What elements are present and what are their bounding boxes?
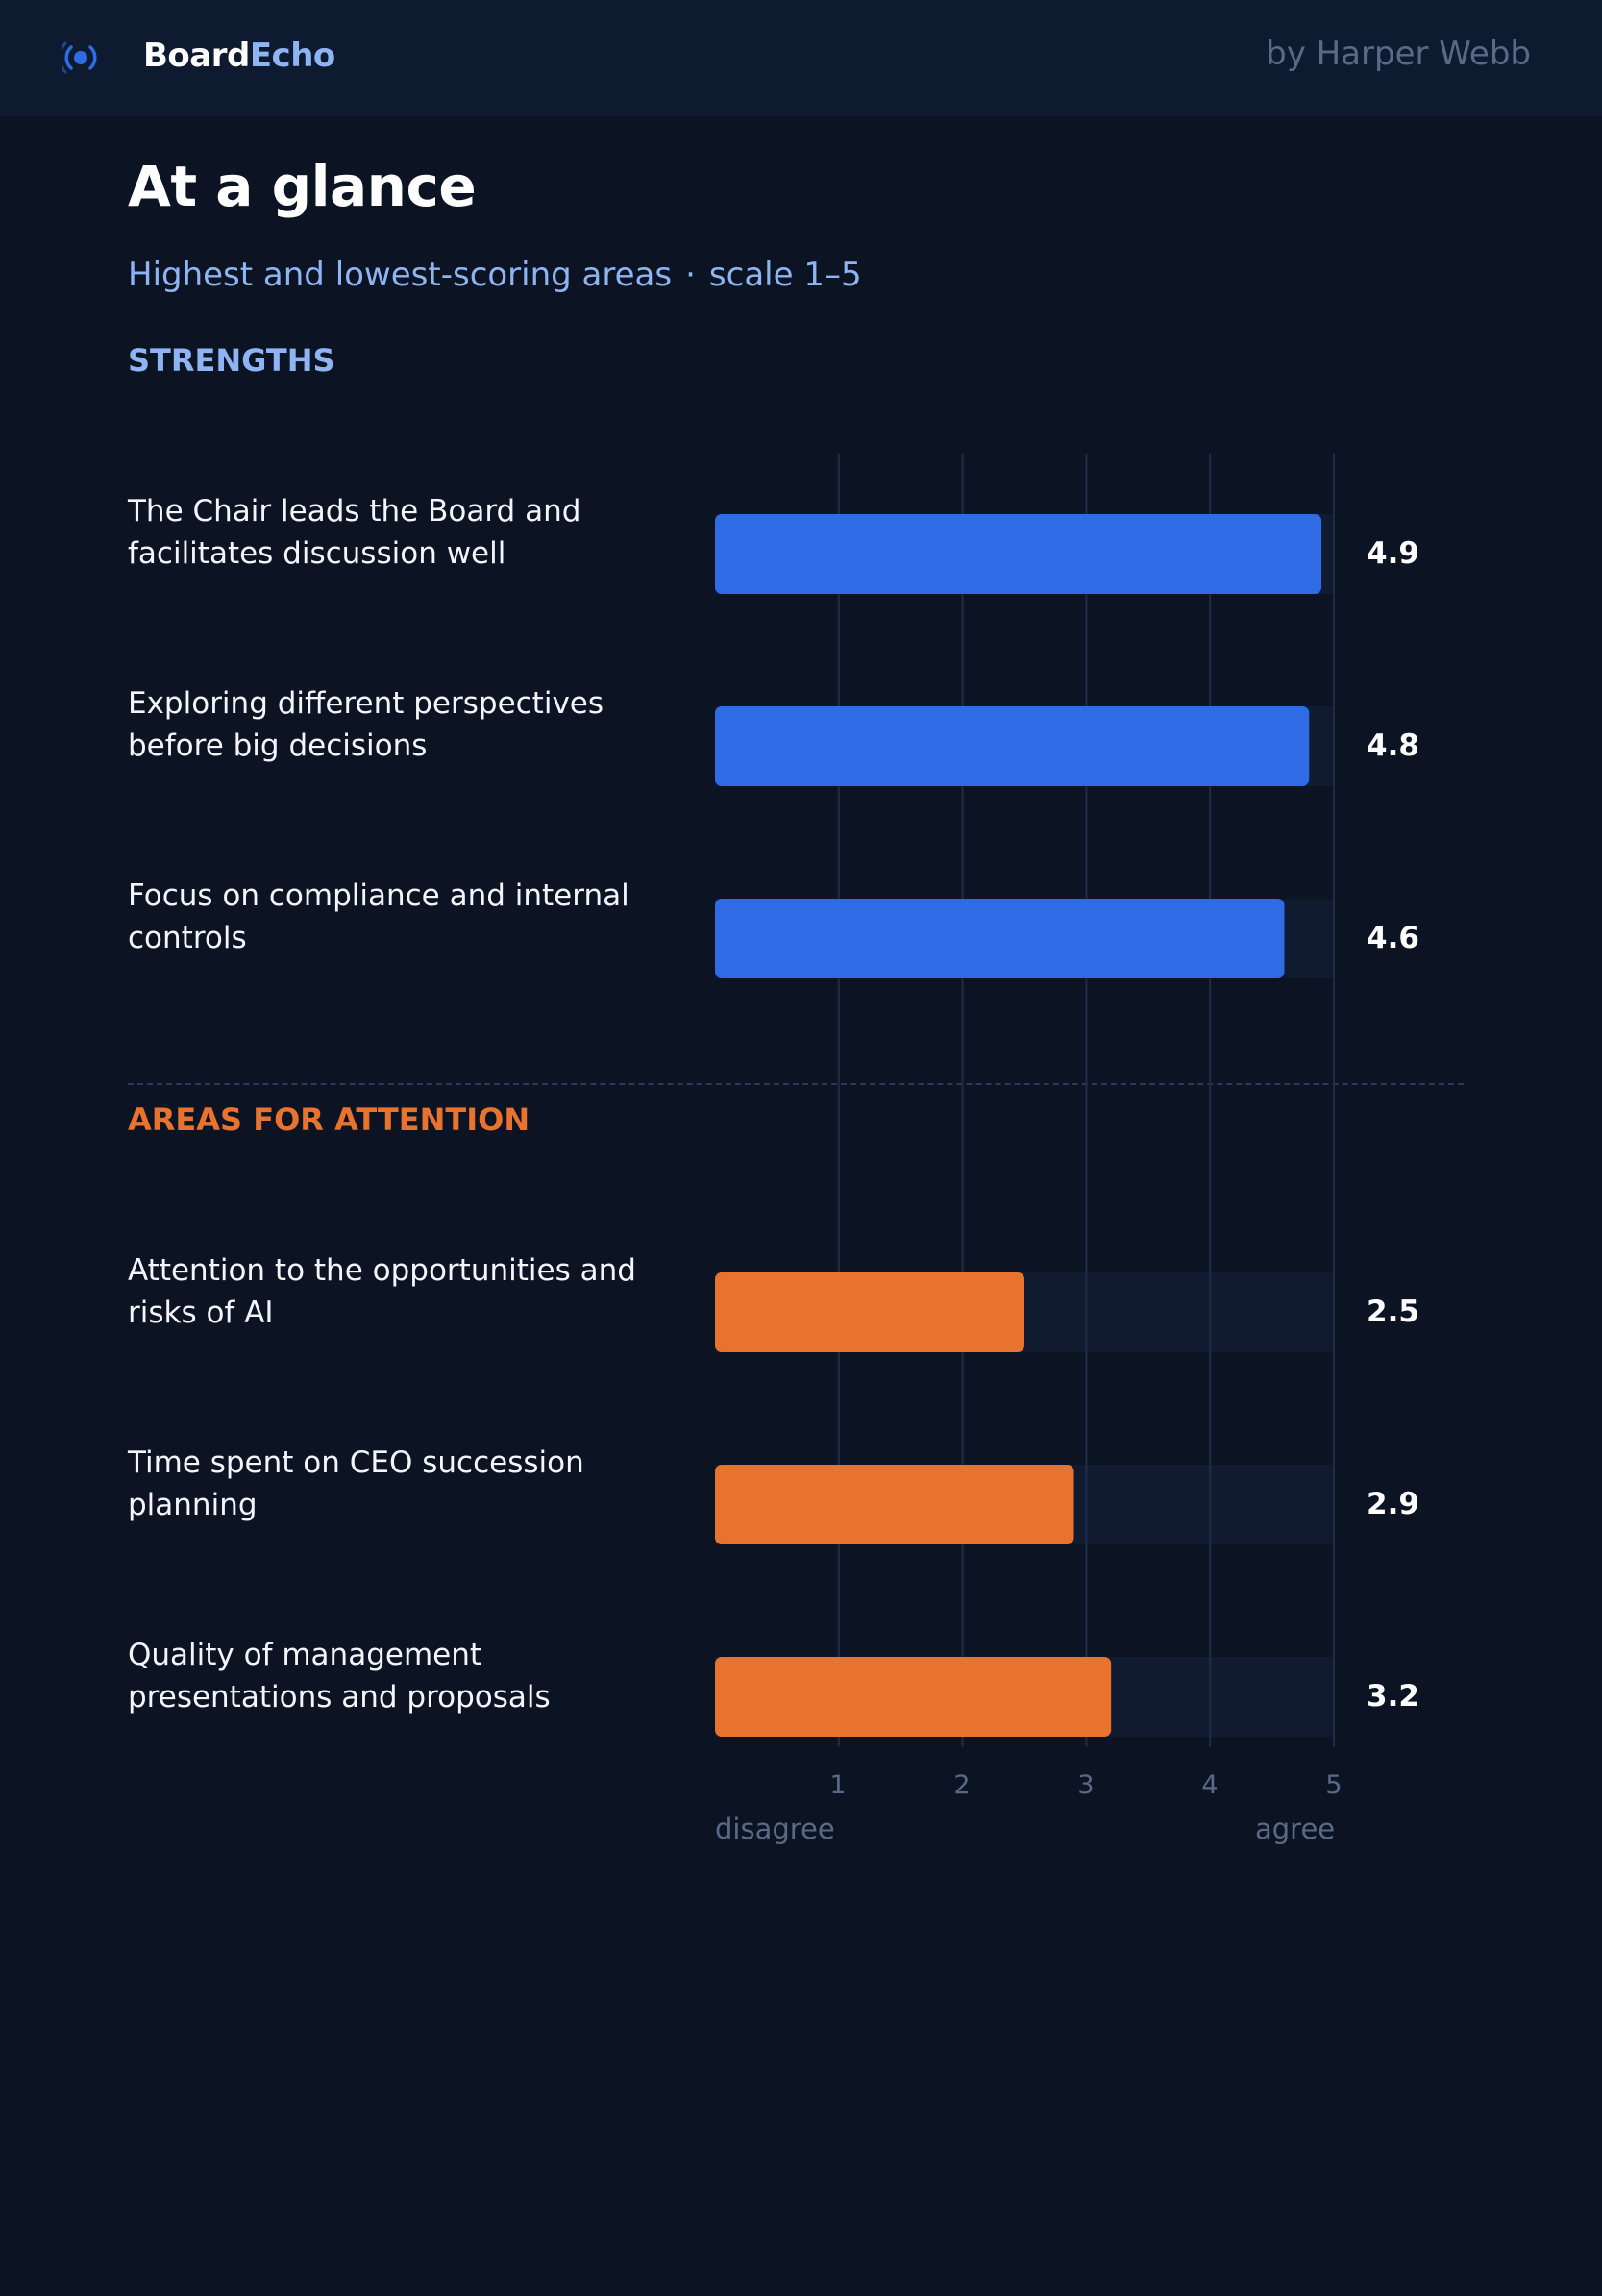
data-label: 2.9 <box>1367 1487 1419 1521</box>
section-divider <box>128 1083 1464 1085</box>
x-tick-label: 5 <box>1325 1770 1343 1800</box>
strength-bar <box>715 514 1322 594</box>
brand-logo: BoardEcho <box>143 37 335 75</box>
row-label: The Chair leads the Board and facilitate… <box>128 494 581 571</box>
row-label: Time spent on CEO succession planning <box>128 1445 584 1522</box>
page-subtitle: Highest and lowest-scoring areas · scale 1… <box>128 256 862 294</box>
row-label: Exploring different perspectives before … <box>128 686 604 763</box>
x-tick-label: 4 <box>1201 1770 1219 1800</box>
page-title: At a glance <box>128 154 477 219</box>
data-label: 3.2 <box>1367 1679 1419 1714</box>
data-label: 4.6 <box>1367 921 1419 955</box>
subtitle-scale: scale 1–5 <box>708 256 862 294</box>
author-byline: by Harper Webb <box>1266 35 1531 73</box>
x-tick-label: 1 <box>829 1770 847 1800</box>
subtitle-separator: · <box>685 256 696 294</box>
row-label: Focus on compliance and internal control… <box>128 878 629 955</box>
section-strengths-label: STRENGTHS <box>128 342 335 379</box>
x-tick-label: 2 <box>953 1770 971 1800</box>
brand-part-2: Echo <box>249 37 335 75</box>
attention-bar <box>715 1465 1074 1544</box>
row-label: Attention to the opportunities and risks… <box>128 1253 636 1330</box>
strength-bar <box>715 899 1285 978</box>
subtitle-text: Highest and lowest-scoring areas <box>128 256 673 294</box>
row-label: Quality of management presentations and … <box>128 1638 551 1715</box>
section-attention-label: AREAS FOR ATTENTION <box>128 1101 530 1138</box>
data-label: 2.5 <box>1367 1295 1419 1329</box>
data-label: 4.9 <box>1367 536 1419 571</box>
attention-bar <box>715 1272 1024 1352</box>
top-bar: BoardEcho by Harper Webb <box>0 0 1602 116</box>
attention-bar <box>715 1657 1112 1737</box>
data-label: 4.8 <box>1367 728 1419 763</box>
strength-bar <box>715 706 1310 786</box>
brand-part-1: Board <box>143 37 250 75</box>
x-tick-label: 3 <box>1077 1770 1095 1800</box>
axis-low-label: disagree <box>715 1813 835 1845</box>
broadcast-icon <box>62 41 97 74</box>
axis-high-label: agree <box>1255 1813 1336 1845</box>
